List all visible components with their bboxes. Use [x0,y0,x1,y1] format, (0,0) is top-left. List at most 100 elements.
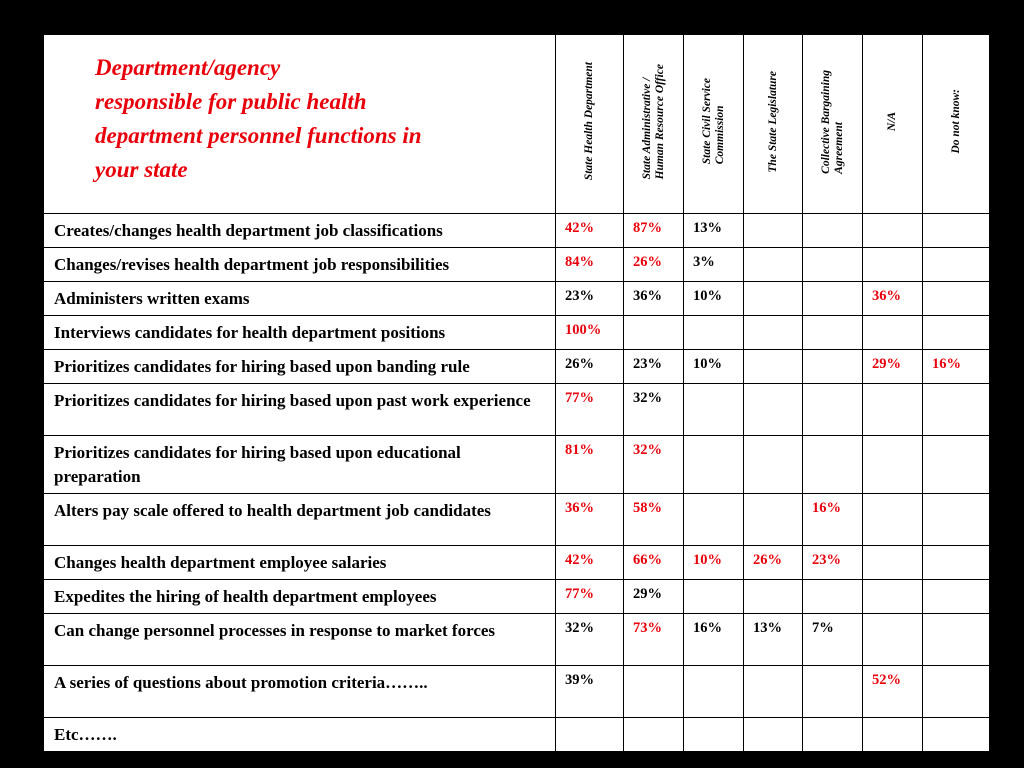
table-cell [862,545,923,580]
table-cell [743,435,803,494]
cell-value: 10% [693,356,722,372]
table-cell [802,349,863,384]
table-cell: 77% [555,383,624,436]
table-cell [922,613,990,666]
column-header-line: Agreement [832,121,845,174]
table-cell: 26% [623,247,684,282]
cell-value: 16% [812,500,841,516]
table-cell [683,493,744,546]
table-cell: 10% [683,545,744,580]
table-cell: 58% [623,493,684,546]
cell-value: 16% [932,356,961,372]
cell-value: 77% [565,390,594,406]
cell-value: 100% [565,322,602,338]
table-cell [555,717,624,752]
table-cell [743,349,803,384]
table-cell [683,315,744,350]
row-label: Expedites the hiring of health departmen… [43,579,556,614]
column-header-line: State Health Department [583,62,595,181]
cell-value: 36% [565,500,594,516]
table-cell [922,717,990,752]
table-cell [802,247,863,282]
row-label: Administers written exams [43,281,556,316]
table-row: Creates/changes health department job cl… [43,213,990,248]
column-header: State Civil Service Commission [683,34,744,214]
table-cell [683,665,744,718]
row-label: Interviews candidates for health departm… [43,315,556,350]
table-cell: 13% [683,213,744,248]
table-cell: 52% [862,665,923,718]
table-cell [862,247,923,282]
table-cell [743,247,803,282]
cell-value: 23% [812,552,841,568]
table-row: Administers written exams 23% 36% 10% 36% [43,281,990,316]
table-cell: 66% [623,545,684,580]
table-cell: 36% [623,281,684,316]
table-cell [922,545,990,580]
row-label: Prioritizes candidates for hiring based … [43,383,556,436]
row-label: Can change personnel processes in respon… [43,613,556,666]
table-cell: 3% [683,247,744,282]
table-cell [922,213,990,248]
column-header-line: State Administrative / [640,77,653,180]
cell-value: 13% [693,220,722,236]
column-header-text: N/A [886,112,899,131]
title-line: responsible for public health [95,89,367,114]
table-cell: 42% [555,213,624,248]
cell-value: 87% [633,220,662,236]
table-cell: 100% [555,315,624,350]
column-header-line: State Civil Service [700,78,713,165]
table-cell: 81% [555,435,624,494]
cell-value: 52% [872,672,901,688]
table-cell [862,613,923,666]
cell-value: 7% [812,620,834,636]
table-cell [802,383,863,436]
table-row: Alters pay scale offered to health depar… [43,493,990,546]
table-cell: 84% [555,247,624,282]
table-cell [802,213,863,248]
table-cell: 36% [555,493,624,546]
table-cell: 16% [922,349,990,384]
table-cell: 87% [623,213,684,248]
column-header: State Health Department [555,34,624,214]
cell-value: 13% [753,620,782,636]
table-cell [743,383,803,436]
table-body: Creates/changes health department job cl… [43,213,990,752]
cell-value: 36% [872,288,901,304]
table-cell [922,493,990,546]
column-header: State Administrative / Human Resource Off… [623,34,684,214]
cell-value: 3% [693,254,715,270]
cell-value: 16% [693,620,722,636]
column-header-text: Collective Bargaining Agreement [820,70,846,174]
table-cell [623,665,684,718]
cell-value: 81% [565,442,594,458]
table-cell: 32% [555,613,624,666]
column-header-line: The State Legislature [766,70,779,173]
title-line: your state [95,157,188,182]
table-cell: 42% [555,545,624,580]
table-cell: 16% [802,493,863,546]
cell-value: 42% [565,552,594,568]
table-cell [802,579,863,614]
table-cell [802,281,863,316]
column-header-line: Collective Bargaining [819,69,832,174]
column-header: Do not know: [922,34,990,214]
cell-value: 26% [565,356,594,372]
cell-value: 29% [633,586,662,602]
column-header: The State Legislature [743,34,803,214]
table-row: A series of questions about promotion cr… [43,665,990,718]
table-cell: 39% [555,665,624,718]
table-cell [862,315,923,350]
row-label: Changes health department employee salar… [43,545,556,580]
table-row: Changes health department employee salar… [43,545,990,580]
row-label: Prioritizes candidates for hiring based … [43,435,556,494]
table-row: Etc……. [43,717,990,752]
column-header-text: State Health Department [583,62,596,180]
table-cell [802,717,863,752]
title-line: department personnel functions in [95,123,422,148]
table-cell [623,717,684,752]
table-cell: 23% [555,281,624,316]
cell-value: 10% [693,288,722,304]
cell-value: 32% [633,390,662,406]
